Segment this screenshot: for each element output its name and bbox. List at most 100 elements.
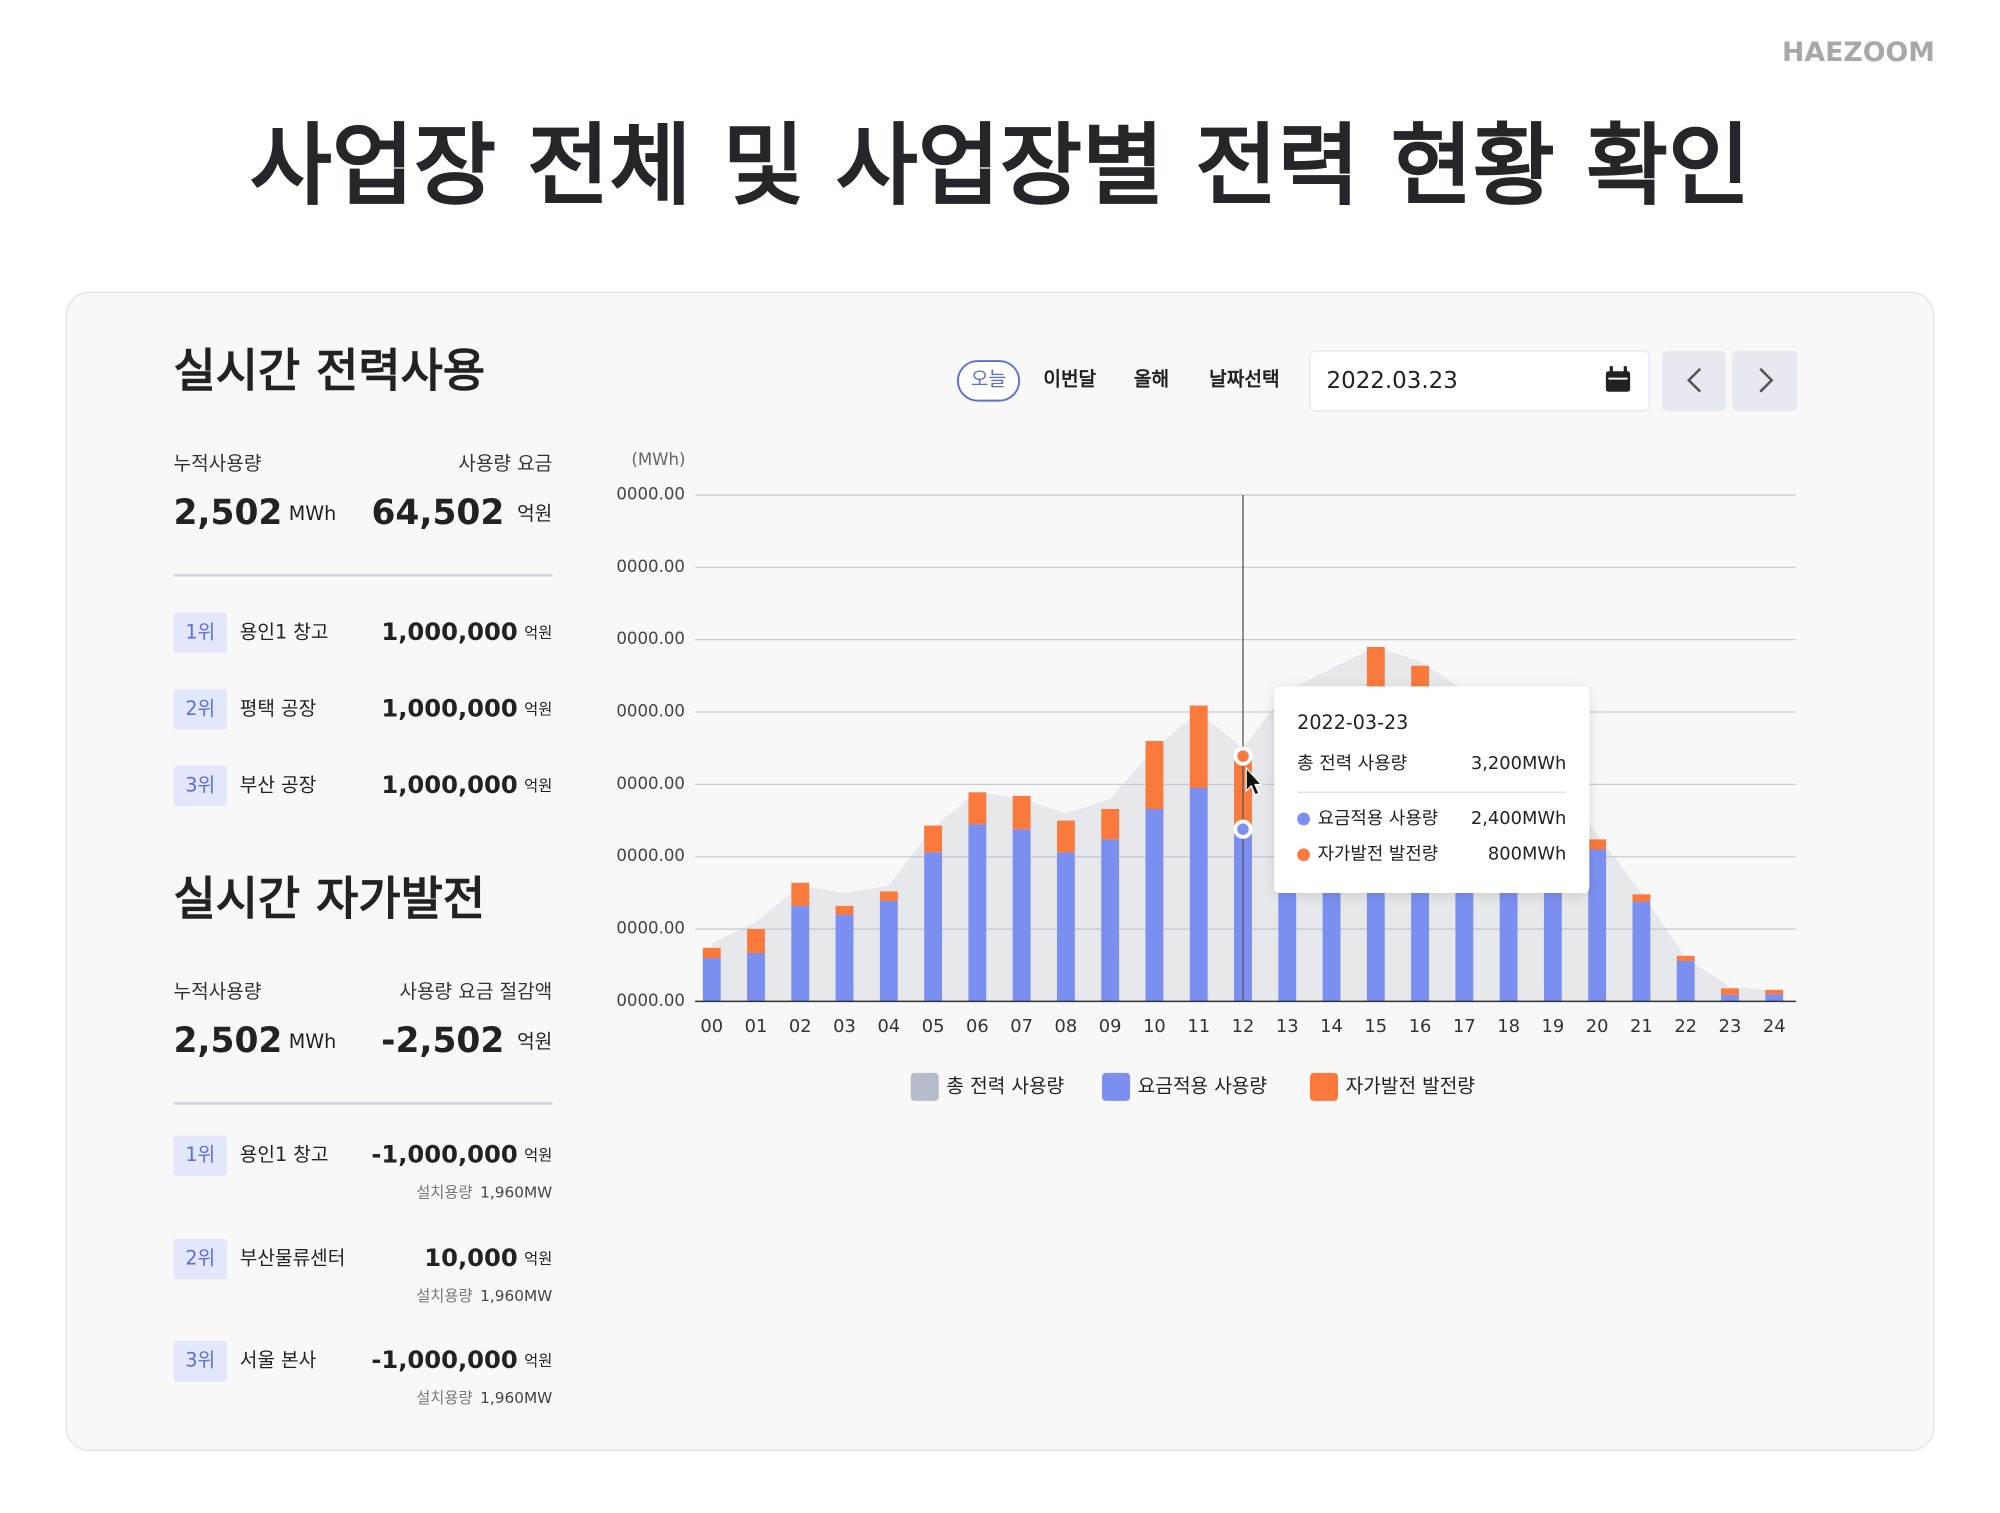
x-tick-label: 13 — [1276, 1016, 1299, 1037]
legend-label: 자가발전 발전량 — [1346, 1074, 1475, 1097]
rank: 2위 — [185, 1247, 215, 1270]
bar-segment — [1145, 808, 1164, 1002]
x-tick-label: 14 — [1320, 1016, 1343, 1037]
x-tick-label: 07 — [1010, 1016, 1033, 1037]
bar-segment — [1588, 839, 1607, 850]
site-stat: -1,000,000 억원 — [371, 1141, 552, 1169]
capacity-value: 1,960MW — [480, 1389, 552, 1407]
x-tick-label: 24 — [1763, 1016, 1786, 1037]
capacity: 설치용량 1,960MW — [416, 1287, 552, 1305]
bar-segment — [702, 947, 721, 958]
bar-segment — [1012, 795, 1031, 830]
tab[interactable]: 이번달 — [1043, 368, 1096, 391]
stat: 64,502 억원 — [371, 493, 552, 533]
y-tick-label: 0000.00 — [616, 991, 685, 1010]
x-tick-label: 17 — [1453, 1016, 1476, 1037]
legend-label: 총 전력 사용량 — [946, 1074, 1064, 1097]
bar-segment — [1101, 808, 1120, 840]
rank: 3위 — [185, 1349, 215, 1372]
bar-segment — [1588, 849, 1607, 1002]
site-stat: 1,000,000 억원 — [381, 618, 552, 646]
tab-active[interactable] — [956, 360, 1021, 402]
rank-badge — [173, 1340, 228, 1382]
capacity-label: 설치용량 — [416, 1287, 472, 1305]
bar-segment — [924, 852, 943, 1002]
stat-unit: MWh — [289, 1030, 337, 1053]
site-value: 10,000 — [424, 1244, 517, 1272]
bar-segment — [835, 914, 854, 1002]
rank: 3위 — [185, 773, 215, 796]
bar-segment — [1765, 994, 1784, 1002]
tab[interactable]: 오늘 — [971, 368, 1006, 391]
stat-label: 누적사용량 — [173, 452, 261, 475]
y-tick-label: 0000.00 — [616, 702, 685, 721]
x-tick-label: 09 — [1099, 1016, 1122, 1037]
stat-unit: 억원 — [517, 1030, 552, 1053]
tooltip — [1274, 686, 1590, 893]
rank-badge — [173, 612, 228, 654]
bar-segment — [1189, 787, 1208, 1002]
tab[interactable]: 날짜선택 — [1209, 368, 1279, 391]
x-tick-label: 01 — [745, 1016, 768, 1037]
hover-dot — [1233, 746, 1253, 766]
rank: 1위 — [185, 620, 215, 643]
x-tick-label: 22 — [1674, 1016, 1697, 1037]
rank: 2위 — [185, 697, 215, 720]
tooltip-date: 2022-03-23 — [1297, 711, 1408, 734]
site-value: -1,000,000 — [371, 1346, 517, 1374]
stat-value: 2,502 — [173, 1021, 282, 1061]
bar-segment — [879, 891, 898, 901]
capacity: 설치용량 1,960MW — [416, 1389, 552, 1407]
tab[interactable]: 올해 — [1134, 368, 1169, 391]
x-tick-label: 19 — [1542, 1016, 1565, 1037]
site-value: 1,000,000 — [381, 618, 517, 646]
stat-value: 64,502 — [371, 493, 504, 533]
rank-badge — [173, 765, 228, 807]
stat-label: 사용량 요금 — [458, 452, 552, 475]
legend-label: 요금적용 사용량 — [1138, 1074, 1267, 1097]
card — [65, 291, 1935, 1452]
tooltip-label: 총 전력 사용량 — [1297, 753, 1407, 774]
x-tick-label: 06 — [966, 1016, 989, 1037]
bar-segment — [924, 825, 943, 853]
site-stat: 10,000 억원 — [424, 1244, 552, 1272]
site-name: 용인1 창고 — [240, 1143, 329, 1166]
stat-value: 2,502 — [173, 493, 282, 533]
bar-segment — [1632, 901, 1651, 1002]
tooltip-label: 자가발전 발전량 — [1318, 844, 1439, 865]
capacity-value: 1,960MW — [480, 1287, 552, 1305]
site-unit: 억원 — [524, 1352, 552, 1370]
site-name: 평택 공장 — [240, 697, 316, 720]
prev-button[interactable] — [1661, 350, 1726, 411]
bar-segment — [747, 952, 765, 1002]
x-tick-label: 02 — [789, 1016, 812, 1037]
rank: 1위 — [185, 1143, 215, 1166]
capacity-label: 설치용량 — [416, 1183, 472, 1201]
headline: 사업장 전체 및 사업장별 전력 현황 확인 — [250, 115, 1750, 219]
stat-label: 사용량 요금 절감액 — [399, 980, 552, 1003]
date: 2022.03.23 — [1327, 368, 1458, 394]
site-value: -1,000,000 — [371, 1141, 517, 1169]
x-tick-label: 20 — [1586, 1016, 1609, 1037]
stat-label: 누적사용량 — [173, 980, 261, 1003]
stat-value: -2,502 — [381, 1021, 504, 1061]
bar-segment — [1012, 829, 1031, 1002]
site-stat: -1,000,000 억원 — [371, 1346, 552, 1374]
hover-dot — [1233, 819, 1253, 839]
site-stat: 1,000,000 억원 — [381, 694, 552, 722]
prev-icon — [1686, 367, 1702, 393]
bar-segment — [968, 792, 987, 825]
legend-swatch — [1102, 1072, 1131, 1101]
date-input[interactable] — [1309, 350, 1650, 412]
bar-segment — [747, 929, 765, 953]
tooltip-value: 3,200MWh — [1471, 753, 1566, 774]
x-tick-label: 12 — [1232, 1016, 1255, 1037]
next-button[interactable] — [1732, 350, 1798, 411]
next-icon — [1759, 367, 1774, 393]
bar-segment — [879, 900, 898, 1002]
x-tick-label: 15 — [1364, 1016, 1387, 1037]
stat-unit: 억원 — [517, 502, 552, 525]
calendar-icon[interactable] — [1605, 366, 1631, 392]
x-tick-label: 23 — [1719, 1016, 1742, 1037]
